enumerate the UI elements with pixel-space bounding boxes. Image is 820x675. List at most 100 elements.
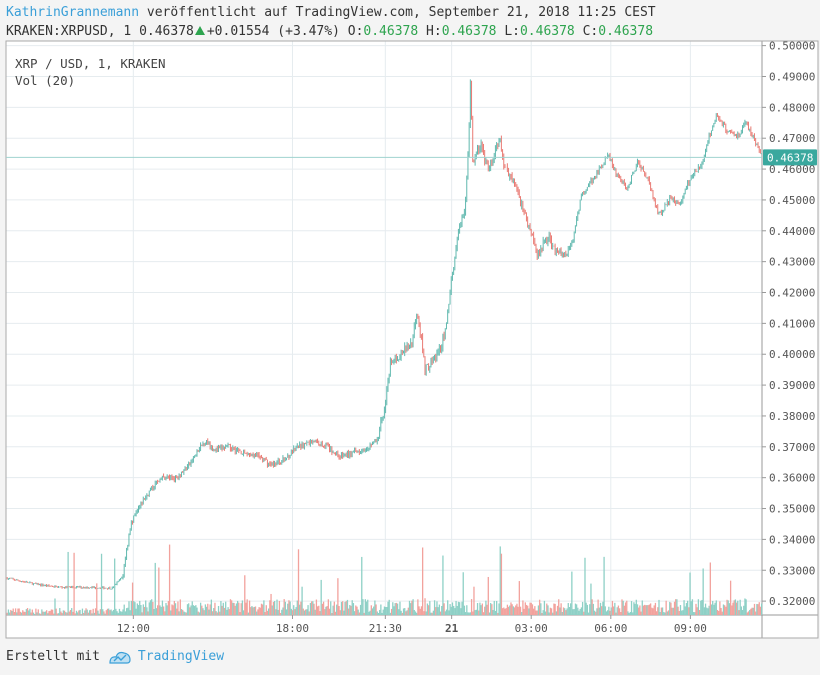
volume-bar [553,603,555,615]
volume-bar [627,611,629,615]
volume-bar [382,609,384,615]
volume-bar [752,607,754,615]
volume-bar [197,611,199,615]
volume-bar [94,608,97,615]
volume-bar [41,609,43,615]
volume-bar [287,603,289,615]
volume-bar [449,604,451,615]
time-axis[interactable] [6,615,762,638]
volume-bar [176,608,178,615]
volume-bar [155,608,158,615]
volume-bar [669,601,671,615]
volume-bar [246,599,248,615]
volume-bar [260,603,263,615]
volume-bar [165,602,167,615]
volume-bar [593,610,596,615]
volume-bar [121,611,123,615]
chart-frame [5,40,819,639]
volume-bar [235,603,238,615]
volume-bar [388,599,390,615]
volume-bar [676,599,678,615]
volume-bar [189,607,191,615]
volume-bar [558,599,560,615]
volume-bar [654,602,657,615]
volume-bar [418,606,420,615]
volume-bar [331,612,333,615]
volume-bar [437,607,439,615]
volume-bar [741,609,744,615]
plot-area[interactable] [6,41,762,615]
close-label: C: [582,24,599,39]
volume-bar [636,604,639,615]
volume-bar [265,605,267,615]
volume-bar [683,600,685,615]
volume-bar [756,603,758,615]
volume-bar [673,601,676,615]
volume-bar [399,601,401,615]
tradingview-brand-link[interactable]: TradingView [137,649,225,664]
volume-bar [367,599,369,615]
author-link[interactable]: KathrinGrannemann [6,5,140,20]
volume-bar [535,610,537,615]
volume-bar [108,608,110,615]
volume-bar [460,608,462,615]
volume-bar [194,606,196,615]
volume-bar [393,606,395,615]
volume-bar [266,610,269,615]
volume-bar [352,603,355,615]
volume-bar [338,606,340,615]
volume-bar [236,600,239,615]
volume-bar [419,608,421,615]
volume-bar [527,605,529,615]
volume-bar [214,602,216,615]
header-line-1: KathrinGrannemann veröffentlicht auf Tra… [6,5,656,20]
last-price: 0.46378 [139,24,194,39]
volume-bar [162,606,165,615]
volume-bar [647,605,649,615]
volume-bar [761,603,763,615]
volume-bar [93,612,96,615]
volume-bar [117,612,119,615]
volume-bar [106,608,109,615]
volume-bar [466,605,468,615]
volume-bar [270,593,272,615]
volume-bar [122,609,124,615]
volume-bar [156,605,159,615]
volume-bar [203,610,205,615]
volume-bar [383,606,386,615]
volume-bar [350,605,352,615]
volume-bar [257,609,259,615]
volume-bar [682,610,684,615]
volume-bar [35,608,37,615]
volume-bar [427,605,430,615]
volume-bar [262,604,264,615]
volume-bar [17,608,19,615]
volume-bar [543,600,546,615]
volume-bar [538,599,541,615]
volume-bar [728,603,731,615]
volume-bar [412,599,414,615]
volume-bar [345,601,347,615]
volume-bar [233,602,235,615]
price-axis[interactable] [762,41,818,638]
created-with-text: Erstellt mit [6,649,100,664]
volume-bar [114,558,116,615]
volume-bar [481,603,483,615]
volume-bar [457,601,460,615]
volume-bar [584,557,586,615]
volume-bar [684,606,686,615]
volume-bar [258,607,260,615]
volume-bar [231,600,233,615]
volume-bar [580,607,583,615]
volume-bar [129,610,131,615]
volume-bar [629,611,631,615]
volume-bar [660,607,663,615]
volume-bar [305,609,307,615]
volume-bar [529,602,531,615]
volume-bar [202,608,204,615]
volume-bar [220,601,222,615]
volume-bar [219,611,221,615]
y-tick-label: 0.38000 [769,410,815,423]
volume-bar [644,604,646,615]
